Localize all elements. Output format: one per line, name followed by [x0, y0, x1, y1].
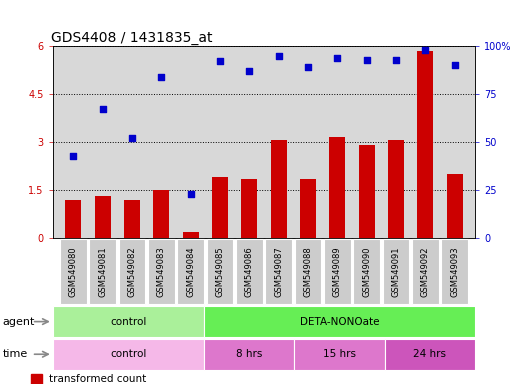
Text: transformed count: transformed count [49, 374, 146, 384]
FancyBboxPatch shape [383, 240, 409, 304]
Bar [447, 174, 463, 238]
Text: GSM549093: GSM549093 [450, 247, 459, 297]
FancyBboxPatch shape [53, 339, 204, 370]
FancyBboxPatch shape [385, 339, 475, 370]
Text: GSM549088: GSM549088 [304, 246, 313, 297]
FancyBboxPatch shape [266, 240, 292, 304]
FancyBboxPatch shape [89, 240, 116, 304]
FancyBboxPatch shape [353, 240, 380, 304]
Point [69, 152, 78, 159]
Text: 15 hrs: 15 hrs [323, 349, 356, 359]
Text: GSM549086: GSM549086 [245, 246, 254, 297]
FancyBboxPatch shape [207, 240, 233, 304]
Text: GSM549080: GSM549080 [69, 247, 78, 297]
FancyBboxPatch shape [295, 240, 321, 304]
Text: control: control [110, 316, 146, 327]
Point [392, 56, 400, 63]
Text: control: control [110, 349, 146, 359]
Bar [31, 374, 42, 384]
Text: GDS4408 / 1431835_at: GDS4408 / 1431835_at [51, 31, 212, 45]
Bar [329, 137, 345, 238]
Text: GSM549087: GSM549087 [274, 246, 283, 297]
Bar [95, 197, 111, 238]
Point [98, 106, 107, 113]
Text: GSM549092: GSM549092 [421, 247, 430, 297]
Text: agent: agent [3, 317, 35, 327]
Bar [241, 179, 258, 238]
Point [304, 64, 312, 70]
FancyBboxPatch shape [177, 240, 204, 304]
Bar [65, 200, 81, 238]
Text: GSM549083: GSM549083 [157, 246, 166, 297]
Point [245, 68, 253, 74]
FancyBboxPatch shape [412, 240, 439, 304]
FancyBboxPatch shape [148, 240, 175, 304]
Text: GSM549085: GSM549085 [215, 247, 224, 297]
Point [421, 47, 430, 53]
FancyBboxPatch shape [204, 306, 475, 337]
FancyBboxPatch shape [236, 240, 262, 304]
Bar [212, 177, 228, 238]
FancyBboxPatch shape [441, 240, 468, 304]
Text: 24 hrs: 24 hrs [413, 349, 447, 359]
Point [333, 55, 342, 61]
Text: DETA-NONOate: DETA-NONOate [300, 316, 379, 327]
Bar [388, 141, 404, 238]
Bar [183, 232, 199, 238]
Text: 8 hrs: 8 hrs [235, 349, 262, 359]
Point [216, 58, 224, 65]
Point [186, 191, 195, 197]
Bar [153, 190, 169, 238]
Point [362, 56, 371, 63]
Text: time: time [3, 349, 28, 359]
Text: GSM549091: GSM549091 [391, 247, 401, 297]
Text: GSM549089: GSM549089 [333, 247, 342, 297]
Bar [270, 141, 287, 238]
FancyBboxPatch shape [204, 339, 294, 370]
Bar [417, 51, 433, 238]
Bar [359, 145, 375, 238]
Point [275, 53, 283, 59]
Bar [300, 179, 316, 238]
FancyBboxPatch shape [53, 306, 204, 337]
Text: GSM549081: GSM549081 [98, 247, 107, 297]
Bar [124, 200, 140, 238]
Text: GSM549090: GSM549090 [362, 247, 371, 297]
Text: GSM549082: GSM549082 [127, 247, 137, 297]
Point [157, 74, 166, 80]
Text: GSM549084: GSM549084 [186, 247, 195, 297]
Point [128, 135, 136, 141]
FancyBboxPatch shape [324, 240, 351, 304]
Point [450, 62, 459, 68]
FancyBboxPatch shape [60, 240, 87, 304]
FancyBboxPatch shape [294, 339, 385, 370]
FancyBboxPatch shape [119, 240, 145, 304]
